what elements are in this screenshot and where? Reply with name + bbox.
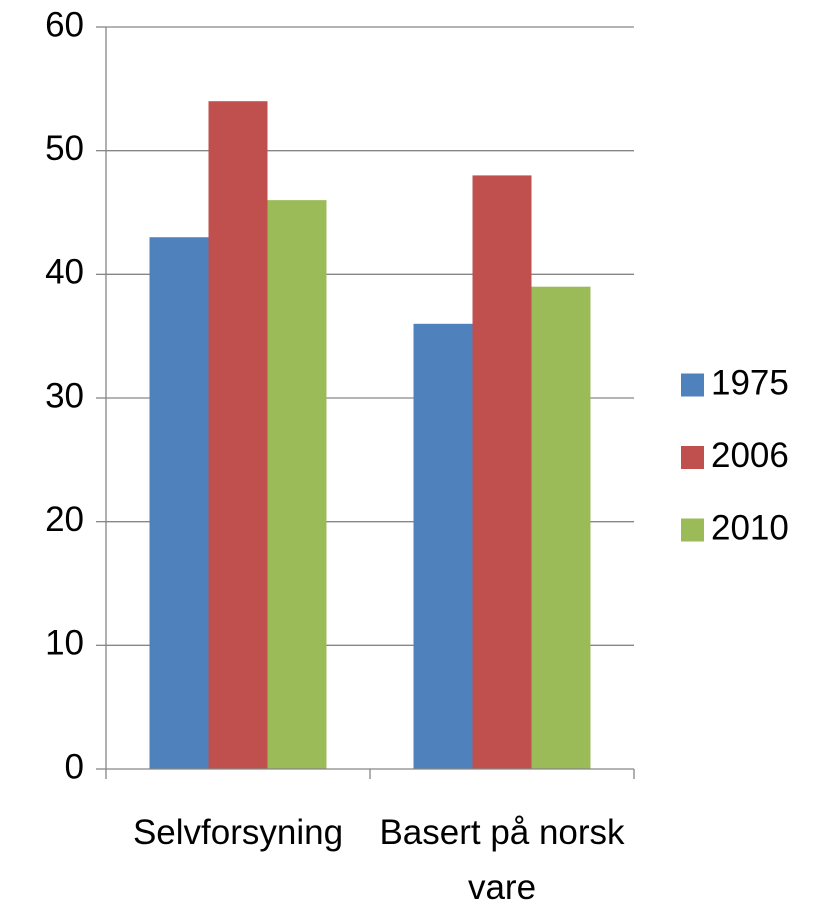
y-tick-label: 40 [45, 253, 84, 292]
bar [413, 323, 473, 769]
bar [208, 101, 268, 769]
bar [531, 286, 591, 769]
legend-swatch [681, 518, 704, 542]
legend-swatch [681, 446, 704, 469]
x-tick-label: Basert på norsk vare [379, 813, 625, 907]
x-tick-label: Selvforsyning [132, 813, 344, 852]
y-tick-label: 60 [45, 5, 84, 44]
y-tick-label: 0 [65, 747, 84, 786]
y-tick-label: 20 [45, 500, 84, 539]
bar [472, 175, 532, 769]
y-tick-label: 10 [45, 624, 84, 663]
legend-label: 1975 [711, 363, 789, 402]
y-tick-label: 50 [45, 129, 84, 168]
bar [267, 200, 327, 770]
legend-label: 2006 [711, 436, 789, 475]
legend-label: 2010 [711, 508, 789, 547]
bar [149, 237, 209, 769]
legend-swatch [681, 373, 704, 397]
y-tick-label: 30 [45, 376, 84, 415]
